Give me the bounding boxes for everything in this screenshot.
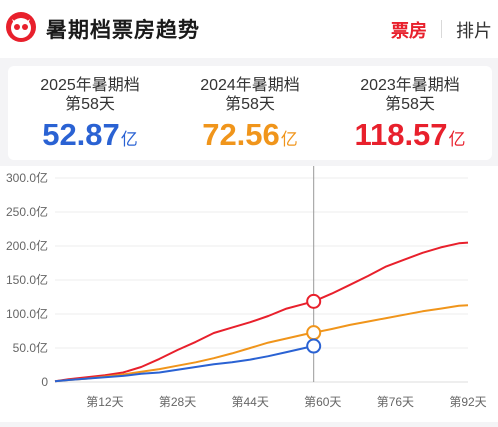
y-tick-label: 150.0亿 [6, 272, 48, 287]
summary-card-2023: 2023年暑期档 第58天 118.57亿 [330, 66, 490, 160]
card-value-number: 118.57 [354, 117, 448, 152]
cat-eye-logo [6, 12, 36, 42]
x-tick-label: 第60天 [304, 395, 341, 409]
summary-card-2025: 2025年暑期档 第58天 52.87亿 [10, 66, 170, 160]
card-value-number: 52.87 [42, 117, 120, 152]
x-tick-label: 第44天 [231, 395, 268, 409]
cursor-marker-2 [306, 338, 322, 354]
card-value-unit: 亿 [448, 130, 466, 149]
page-title: 暑期档票房趋势 [46, 19, 200, 42]
x-tick-label: 第28天 [159, 395, 196, 409]
card-value: 118.57亿 [330, 118, 490, 157]
card-value: 72.56亿 [170, 118, 330, 157]
series-line-1 [54, 304, 469, 383]
y-tick-label: 250.0亿 [6, 204, 48, 219]
series-line-0 [54, 241, 469, 383]
summary-card-2024: 2024年暑期档 第58天 72.56亿 [170, 66, 330, 160]
x-tick-label: 第76天 [377, 395, 414, 409]
series-line-2 [54, 345, 314, 383]
card-day-label: 第58天 [65, 96, 115, 113]
y-tick-label: 100.0亿 [6, 306, 48, 321]
tab-box-office[interactable]: 票房 [391, 21, 427, 41]
card-value-unit: 亿 [280, 130, 298, 149]
header-bar: 暑期档票房趋势 票房 排片 [0, 0, 498, 58]
y-tick-label: 300.0亿 [6, 170, 48, 185]
cat-eye-logo-icon [11, 18, 31, 38]
card-value-number: 72.56 [202, 117, 280, 152]
card-year-label: 2025年暑期档 [40, 77, 140, 94]
card-year-label: 2024年暑期档 [200, 77, 300, 94]
trend-chart-svg: 0 50.0亿 100.0亿 150.0亿 200.0亿 250.0亿 300.0亿第12天… [6, 166, 487, 409]
y-tick-label: 50.0亿 [13, 340, 48, 355]
card-day-label: 第58天 [385, 96, 435, 113]
card-year-label: 2023年暑期档 [360, 77, 460, 94]
tab-screenings[interactable]: 排片 [456, 21, 492, 41]
box-office-trend-chart: 0 50.0亿 100.0亿 150.0亿 200.0亿 250.0亿 300.0亿第12天… [0, 166, 498, 422]
card-value: 52.87亿 [10, 118, 170, 157]
x-tick-label: 第92天 [449, 395, 486, 409]
tab-divider [441, 20, 442, 38]
y-tick-label: 200.0亿 [6, 238, 48, 253]
cursor-marker-0 [306, 293, 322, 309]
card-value-unit: 亿 [120, 130, 138, 149]
card-day-label: 第58天 [225, 96, 275, 113]
y-tick-label: 0 [41, 375, 48, 389]
summary-cards: 2025年暑期档 第58天 52.87亿 2024年暑期档 第58天 72.56… [8, 66, 492, 160]
cursor-marker-1 [306, 325, 322, 341]
x-tick-label: 第12天 [86, 395, 123, 409]
